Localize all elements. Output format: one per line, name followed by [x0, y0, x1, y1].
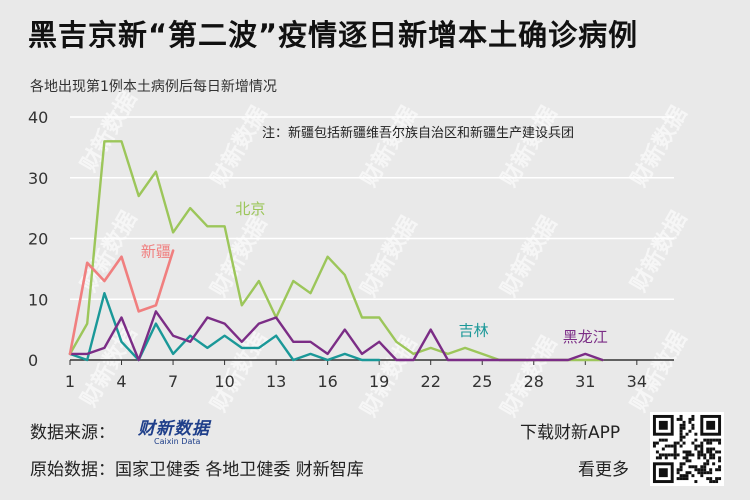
y-tick-labels: 0 10 20 30 40 [28, 108, 48, 370]
x-tick-label: 31 [575, 372, 595, 391]
see-more-text[interactable]: 看更多 [578, 460, 629, 480]
series-label-jilin: 吉林 [459, 322, 489, 340]
x-tick-label: 13 [266, 372, 286, 391]
chart-title: 黑吉京新“第二波”疫情逐日新增本土确诊病例 [28, 18, 639, 52]
x-tick-label: 19 [369, 372, 389, 391]
series-line-jilin [68, 292, 381, 362]
x-tick-label: 22 [421, 372, 441, 391]
watermark-text: 财新数据 [76, 87, 143, 176]
watermark-text: 财新数据 [76, 322, 143, 411]
x-tick-labels: 1 4 7 10 13 16 19 22 25 28 31 34 [65, 360, 647, 391]
logo-subtext: Caixin Data [154, 437, 201, 446]
caixin-data-logo[interactable]: 财新数据 Caixin Data [138, 414, 218, 448]
series-lines [68, 140, 604, 362]
x-tick-label: 1 [65, 372, 75, 391]
x-tick-label: 7 [168, 372, 178, 391]
watermark-text: 财新数据 [626, 207, 693, 296]
y-tick-label: 40 [28, 108, 48, 127]
x-tick-label: 4 [116, 372, 126, 391]
series-label-xinjiang: 新疆 [141, 243, 171, 261]
x-tick-label: 16 [317, 372, 337, 391]
series-line-xinjiang [68, 249, 175, 356]
series-line-heilongjiang [68, 310, 604, 362]
series-label-heilongjiang: 黑龙江 [563, 328, 608, 346]
x-tick-label: 10 [214, 372, 234, 391]
y-tick-label: 0 [28, 351, 38, 370]
x-tick-label: 25 [472, 372, 492, 391]
qr-code-icon[interactable] [650, 412, 724, 486]
source-label: 数据来源： [30, 423, 115, 443]
x-tick-label: 28 [524, 372, 544, 391]
logo-text: 财新数据 [138, 419, 210, 439]
y-tick-label: 20 [28, 230, 48, 249]
download-app-text[interactable]: 下载财新APP [520, 423, 621, 443]
series-label-beijing: 北京 [235, 200, 265, 218]
y-tick-label: 10 [28, 290, 48, 309]
y-tick-label: 30 [28, 169, 48, 188]
x-tick-label: 34 [627, 372, 647, 391]
watermark-text: 财新数据 [76, 207, 143, 296]
chart-subtitle: 各地出现第1例本土病例后每日新增情况 [30, 79, 277, 95]
watermark-text: 财新数据 [356, 212, 423, 301]
watermark-text: 财新数据 [496, 212, 563, 301]
original-data-label: 原始数据：国家卫健委 各地卫健委 财新智库 [30, 460, 364, 480]
chart-note: 注：新疆包括新疆维吾尔族自治区和新疆生产建设兵团 [262, 125, 574, 141]
